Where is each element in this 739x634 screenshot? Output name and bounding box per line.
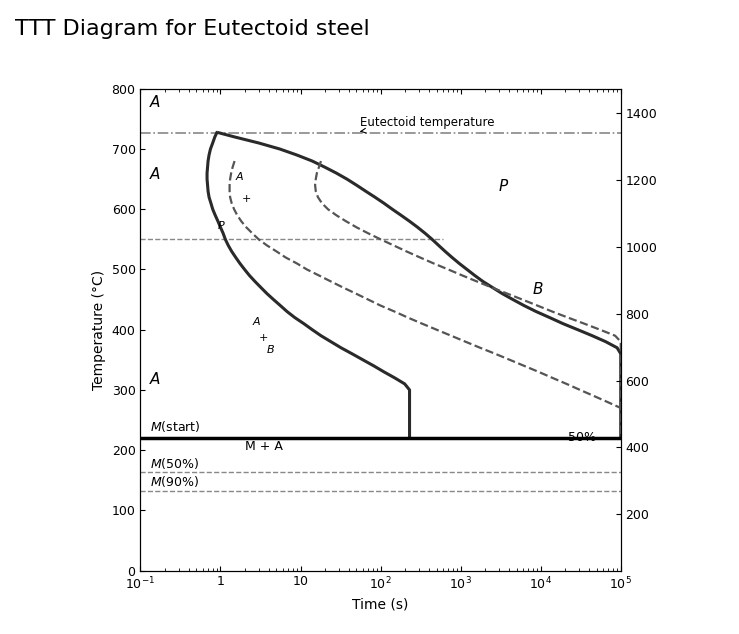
Text: B: B [267, 344, 274, 354]
Text: $M$(90%): $M$(90%) [149, 474, 199, 489]
X-axis label: Time (s): Time (s) [353, 598, 409, 612]
Text: A: A [252, 317, 260, 327]
Text: M + A: M + A [245, 440, 282, 453]
Text: A: A [149, 167, 160, 182]
Text: Eutectoid temperature: Eutectoid temperature [360, 115, 494, 133]
Text: $M$(start): $M$(start) [149, 420, 200, 434]
Text: TTT Diagram for Eutectoid steel: TTT Diagram for Eutectoid steel [15, 19, 370, 39]
Text: A: A [236, 172, 243, 183]
Text: +: + [242, 194, 251, 204]
Text: B: B [533, 281, 543, 297]
Text: +: + [259, 332, 268, 342]
Y-axis label: Temperature (°C): Temperature (°C) [92, 269, 106, 390]
Text: P: P [217, 221, 225, 231]
Text: A: A [149, 95, 160, 110]
Text: $M$(50%): $M$(50%) [149, 456, 199, 470]
Text: A: A [149, 372, 160, 387]
Text: 50%: 50% [568, 431, 596, 444]
Text: P: P [499, 179, 508, 194]
